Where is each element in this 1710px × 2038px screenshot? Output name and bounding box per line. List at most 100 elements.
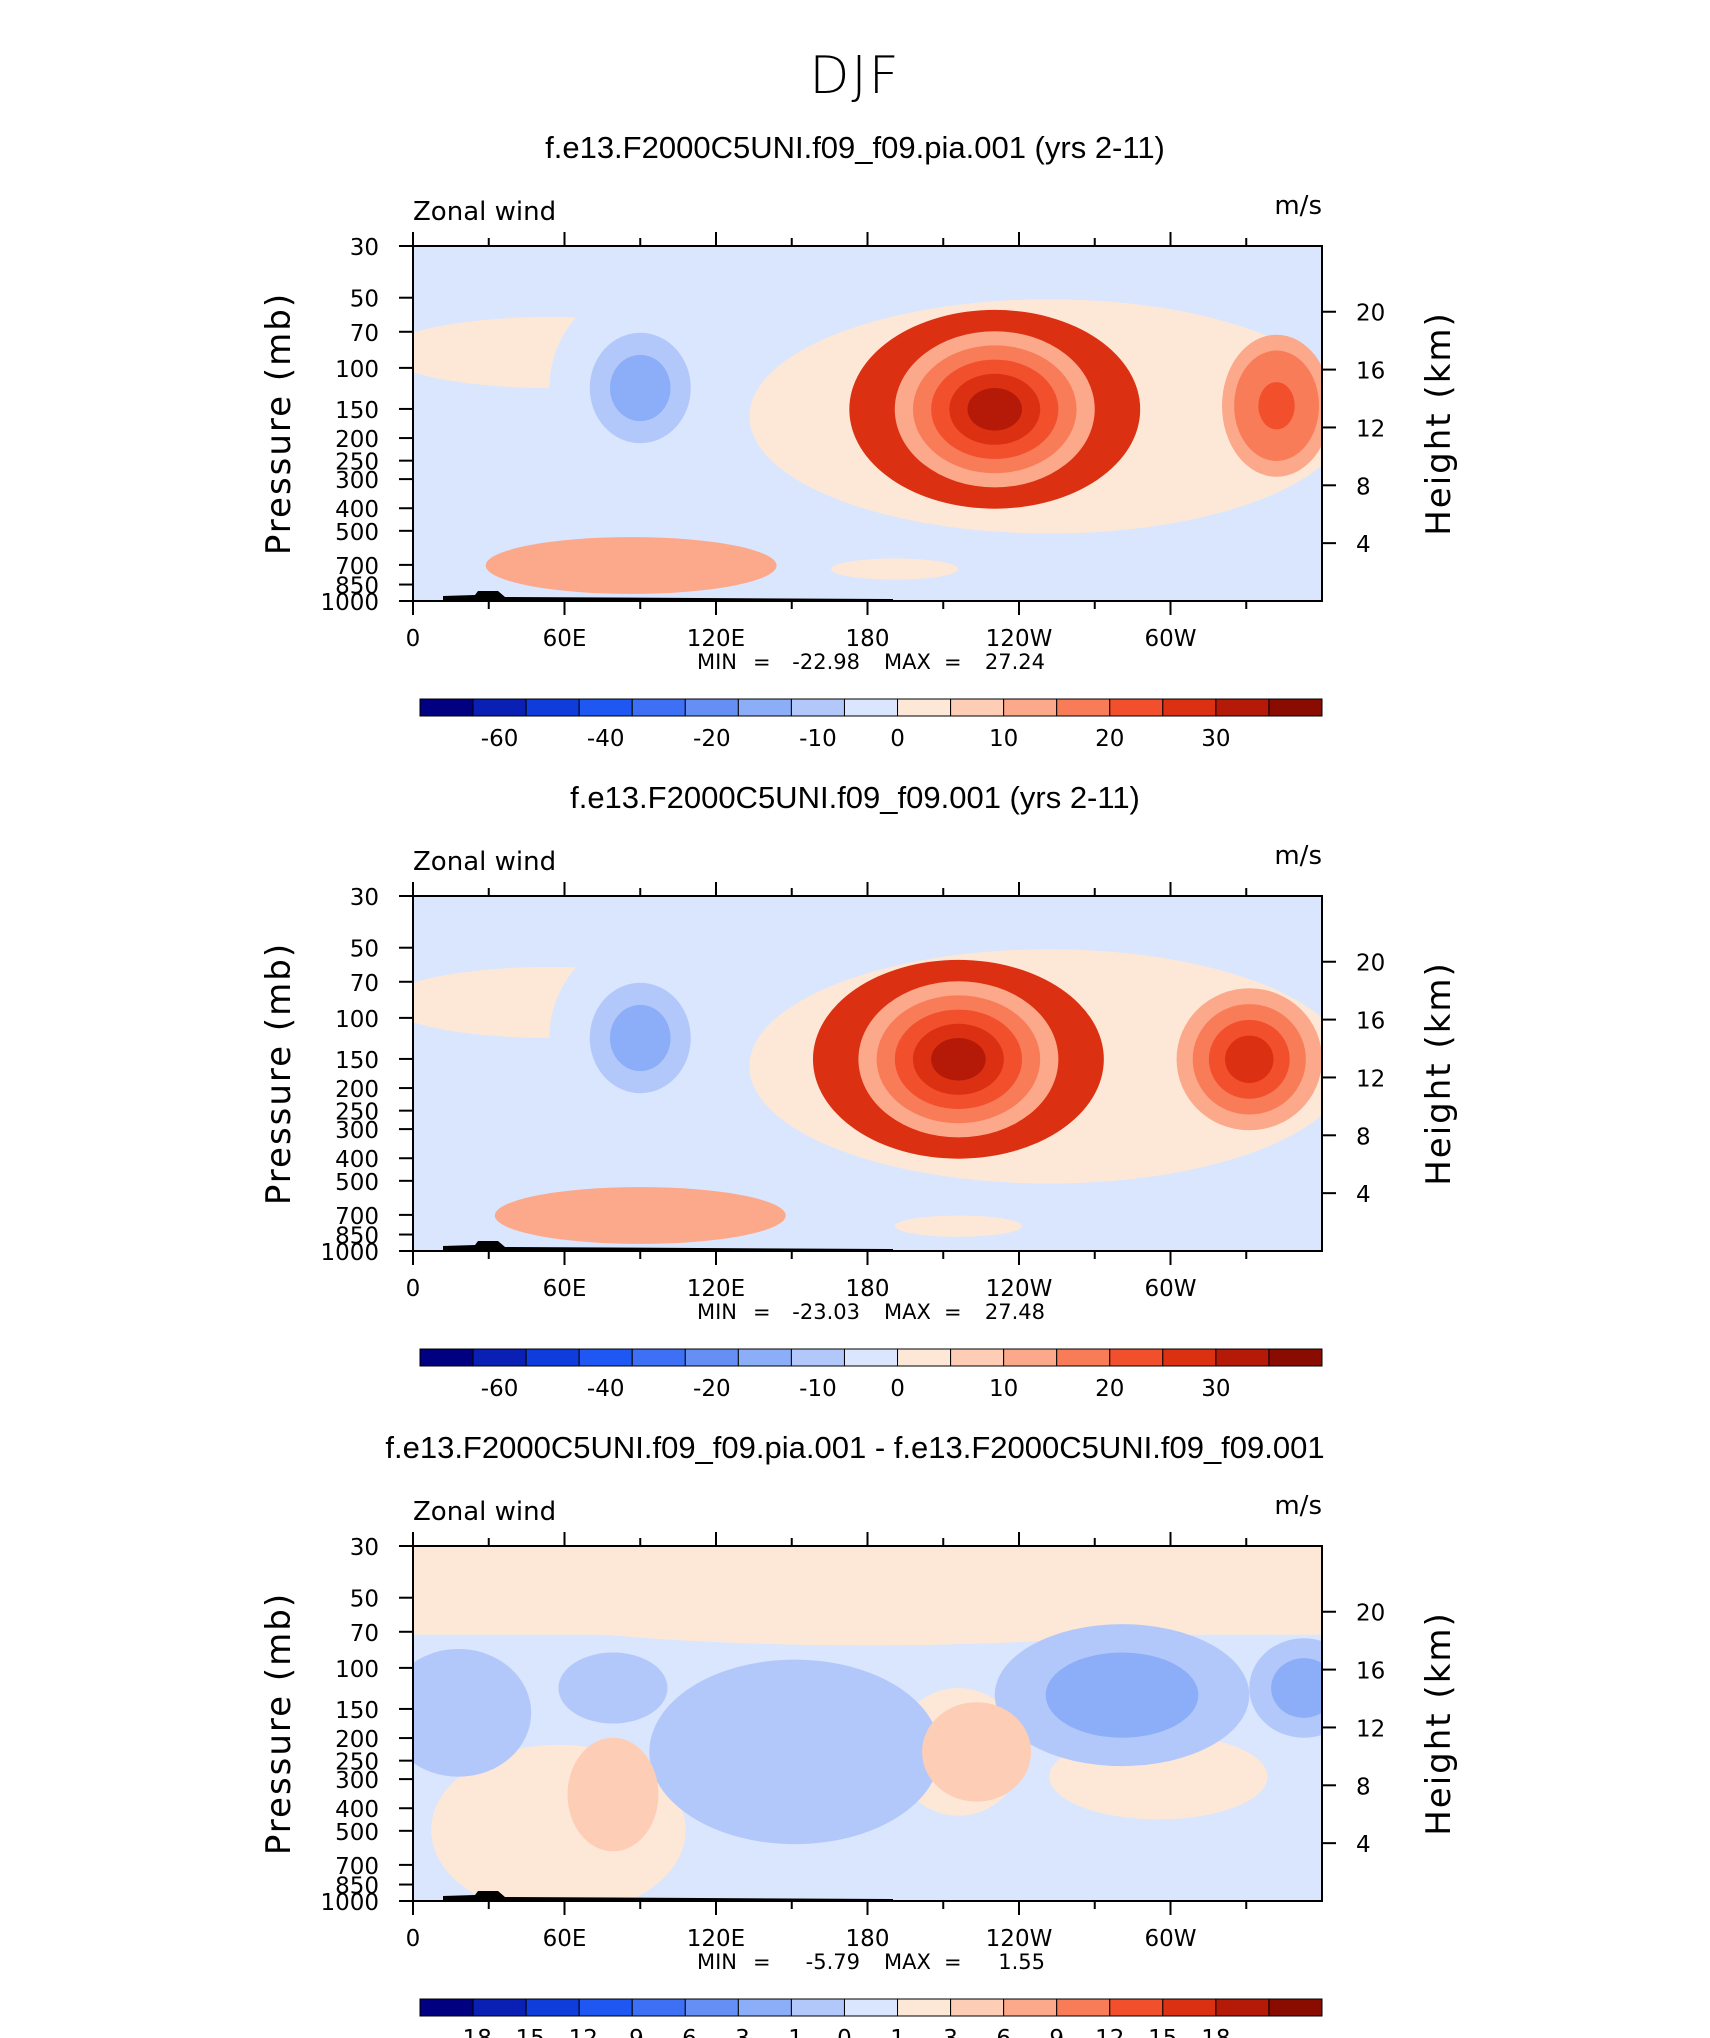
colorbar-box [1268,1998,1323,2017]
y-tick-label: 700 [335,1854,379,1880]
y-right-tick-label: 8 [1356,1774,1371,1800]
y-tick-label: 500 [335,1170,379,1196]
y-tick-label: 850 [335,1874,379,1900]
panel-title: f.e13.F2000C5UNI.f09_f09.pia.001 (yrs 2-… [545,130,1165,165]
colorbar-box [737,1348,792,1367]
x-tick-label: 60W [1144,1276,1196,1302]
y-axis-title: Pressure (mb) [259,1592,299,1855]
y-right-tick-label: 20 [1356,301,1385,327]
colorbar-box [631,1348,686,1367]
y-tick-label: 300 [335,468,379,494]
x-tick-label: 180 [846,1926,890,1952]
colorbar-label: -60 [481,1376,519,1402]
contour-region [413,1546,1322,1646]
y-axis-title: Pressure (mb) [259,292,299,555]
y-tick-label: 500 [335,520,379,546]
colorbar-box [472,1998,527,2017]
y-tick-label: 150 [335,1048,379,1074]
x-tick-label: 120E [687,626,745,652]
y-tick-label: 70 [350,321,379,347]
y-tick-label: 500 [335,1820,379,1846]
min-value: -5.79 [806,1950,860,1974]
topography [443,1891,893,1901]
contour-region [922,1702,1032,1802]
y-tick-label: 200 [335,427,379,453]
colorbar-box [1003,698,1058,717]
x-tick-label: 120W [986,1926,1053,1952]
y-tick-label: 1000 [320,1890,379,1916]
colorbar-box [897,1998,952,2017]
y-tick-label: 1000 [320,1240,379,1266]
colorbar-label: -18 [454,2026,492,2038]
y-tick-label: 30 [350,885,379,911]
colorbar-box [525,1348,580,1367]
colorbar-box [578,1998,633,2017]
x-tick-label: 0 [406,626,421,652]
colorbar-label: 30 [1201,726,1230,752]
colorbar: -60 -40 -20 -10 0 10 20 30 [419,698,1323,752]
chart-panel-3: f.e13.F2000C5UNI.f09_f09.pia.001 - f.e13… [259,1430,1459,2038]
chart-panel-1: f.e13.F2000C5UNI.f09_f09.pia.001 (yrs 2-… [259,130,1459,752]
y-right-tick-label: 8 [1356,474,1371,500]
colorbar-box [897,1348,952,1367]
contour-region [1258,382,1295,430]
y-tick-label: 70 [350,971,379,997]
colorbar-label: -6 [674,2026,697,2038]
contour-region [609,1004,671,1072]
colorbar-box [737,1998,792,2017]
colorbar-box [950,1348,1005,1367]
y-tick-label: 300 [335,1118,379,1144]
y-right-axis-title: Height (km) [1419,1611,1459,1836]
colorbar-label: 10 [989,726,1018,752]
y-tick-label: 700 [335,1204,379,1230]
y-tick-label: 100 [335,1657,379,1683]
y-tick-label: 250 [335,450,379,476]
colorbar-box [897,698,952,717]
colorbar-box [631,698,686,717]
colorbar-box [1162,1348,1217,1367]
colorbar-box [1215,698,1270,717]
x-tick-label: 60E [543,626,587,652]
contour-region [1271,1658,1322,1718]
colorbar-label: 18 [1201,2026,1230,2038]
contour-region [609,354,671,422]
colorbar-box [1162,698,1217,717]
colorbar-box [790,698,845,717]
panel-title: f.e13.F2000C5UNI.f09_f09.pia.001 - f.e13… [385,1430,1324,1465]
x-tick-label: 0 [406,1276,421,1302]
y-right-tick-label: 12 [1356,416,1385,442]
min-label: MIN [697,1950,737,1974]
contour-field [413,896,1322,1251]
max-value: 1.55 [998,1950,1045,1974]
max-equals: = [944,650,962,674]
y-right-tick-label: 12 [1356,1716,1385,1742]
colorbar-box [843,1998,899,2017]
y-right-tick-label: 16 [1356,1659,1385,1685]
topography [443,1241,893,1251]
colorbar-box [684,1998,739,2017]
colorbar-box [472,1348,527,1367]
colorbar-box [1268,1348,1323,1367]
y-tick-label: 250 [335,1750,379,1776]
contour-region [552,1198,728,1233]
max-equals: = [944,1300,962,1324]
contour-field [413,246,1322,601]
contour-field [413,1546,1322,1901]
x-tick-label: 120W [986,1276,1053,1302]
x-tick-label: 180 [846,1276,890,1302]
x-tick-label: 120W [986,626,1053,652]
panels-container: f.e13.F2000C5UNI.f09_f09.pia.001 (yrs 2-… [259,130,1459,2038]
variable-label: Zonal wind [413,197,556,227]
colorbar-box [1003,1348,1058,1367]
colorbar-box [419,698,474,717]
y-tick-label: 200 [335,1727,379,1753]
y-right-tick-label: 4 [1356,1182,1371,1208]
colorbar-label: 6 [996,2026,1011,2038]
y-right-tick-label: 4 [1356,1832,1371,1858]
y-right-tick-label: 8 [1356,1124,1371,1150]
colorbar-box [950,698,1005,717]
min-value: -23.03 [792,1300,860,1324]
min-equals: = [753,1300,771,1324]
max-label: MAX [884,650,931,674]
